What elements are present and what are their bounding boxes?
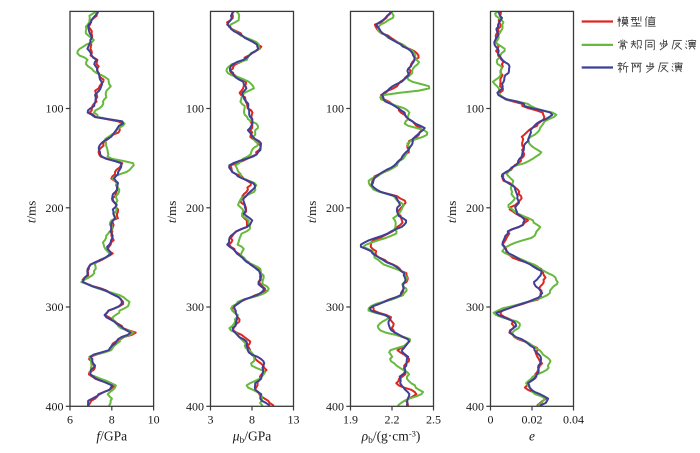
svg-text:400: 400 — [326, 399, 344, 413]
svg-text:8: 8 — [249, 412, 255, 426]
svg-text:0.02: 0.02 — [522, 412, 543, 426]
svg-text:200: 200 — [186, 201, 204, 215]
svg-text:400: 400 — [186, 399, 204, 413]
svg-text:200: 200 — [466, 201, 484, 215]
svg-text:0.04: 0.04 — [563, 412, 584, 426]
svg-text:100: 100 — [46, 102, 64, 116]
svg-text:300: 300 — [186, 300, 204, 314]
svg-text:100: 100 — [326, 102, 344, 116]
svg-text:μb/GPa: μb/GPa — [232, 429, 272, 447]
svg-text:6: 6 — [67, 412, 73, 426]
svg-text:e: e — [529, 429, 535, 444]
svg-text:2.2: 2.2 — [385, 412, 400, 426]
svg-text:100: 100 — [186, 102, 204, 116]
svg-text:400: 400 — [46, 399, 64, 413]
svg-text:0: 0 — [488, 412, 494, 426]
svg-text:f/GPa: f/GPa — [96, 429, 127, 444]
svg-text:13: 13 — [288, 412, 300, 426]
svg-text:400: 400 — [466, 399, 484, 413]
svg-text:2.5: 2.5 — [426, 412, 441, 426]
svg-text:t/ms: t/ms — [304, 201, 319, 223]
svg-text:t/ms: t/ms — [444, 201, 459, 223]
svg-text:t/ms: t/ms — [24, 201, 39, 223]
svg-text:10: 10 — [148, 412, 160, 426]
svg-text:300: 300 — [326, 300, 344, 314]
svg-text:200: 200 — [46, 201, 64, 215]
svg-text:8: 8 — [109, 412, 115, 426]
svg-text:3: 3 — [208, 412, 214, 426]
svg-text:100: 100 — [466, 102, 484, 116]
svg-text:1.9: 1.9 — [343, 412, 358, 426]
svg-text:300: 300 — [466, 300, 484, 314]
svg-text:ρb/(g·cm-3): ρb/(g·cm-3) — [361, 429, 421, 447]
svg-text:300: 300 — [46, 300, 64, 314]
svg-text:t/ms: t/ms — [164, 201, 179, 223]
svg-text:200: 200 — [326, 201, 344, 215]
